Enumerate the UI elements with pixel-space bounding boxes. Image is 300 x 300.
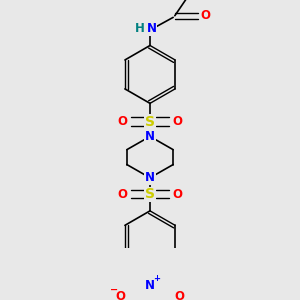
Text: O: O xyxy=(118,115,128,128)
Text: O: O xyxy=(115,290,125,300)
Text: S: S xyxy=(145,115,155,129)
Text: O: O xyxy=(172,188,182,201)
Text: −: − xyxy=(110,285,118,295)
Text: N: N xyxy=(145,171,155,184)
Text: O: O xyxy=(175,290,185,300)
Text: O: O xyxy=(172,115,182,128)
Text: N: N xyxy=(145,130,155,143)
Text: O: O xyxy=(118,188,128,201)
Text: +: + xyxy=(153,274,160,283)
Text: N: N xyxy=(147,22,157,35)
Text: N: N xyxy=(145,279,155,292)
Text: S: S xyxy=(145,187,155,201)
Text: H: H xyxy=(135,22,145,35)
Text: O: O xyxy=(200,9,210,22)
